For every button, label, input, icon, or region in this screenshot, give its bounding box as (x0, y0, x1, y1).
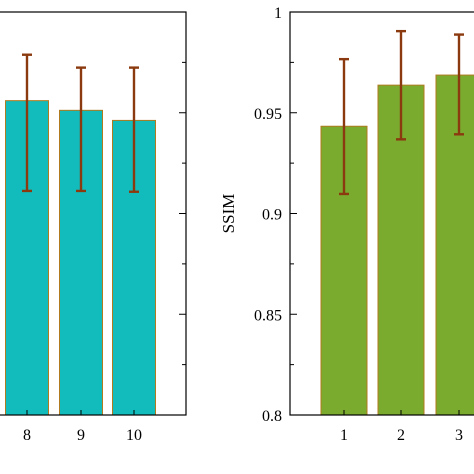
left-error-bar-9 (76, 66, 86, 193)
right-error-bar-2 (396, 29, 406, 141)
left-error-bar-8 (22, 53, 32, 193)
right-error-bar-1 (339, 57, 349, 196)
left-x-tick-label: 8 (23, 427, 31, 444)
right-y-tick-label: 0.95 (254, 106, 282, 123)
right-error-bar-3 (454, 33, 464, 136)
right-y-axis-label: SSIM (219, 194, 238, 234)
right-bar-chart: 1 2 3 0.8 0.85 0.9 0.95 1 SSIM (219, 5, 474, 444)
right-y-tick-label: 1 (274, 5, 282, 22)
left-x-tick-label: 9 (77, 427, 85, 444)
left-error-bar-10 (129, 66, 139, 193)
right-x-tick-label: 3 (455, 427, 463, 444)
left-bar-chart: 8 9 10 (0, 11, 187, 444)
right-y-tick-label: 0.85 (254, 307, 282, 324)
right-x-tick-label: 2 (397, 427, 405, 444)
right-x-tick-label: 1 (340, 427, 348, 444)
left-x-tick-label: 10 (126, 427, 142, 444)
right-y-tick-label: 0.9 (262, 207, 282, 224)
right-y-tick-label: 0.8 (262, 408, 282, 425)
right-bar-3 (435, 74, 474, 416)
